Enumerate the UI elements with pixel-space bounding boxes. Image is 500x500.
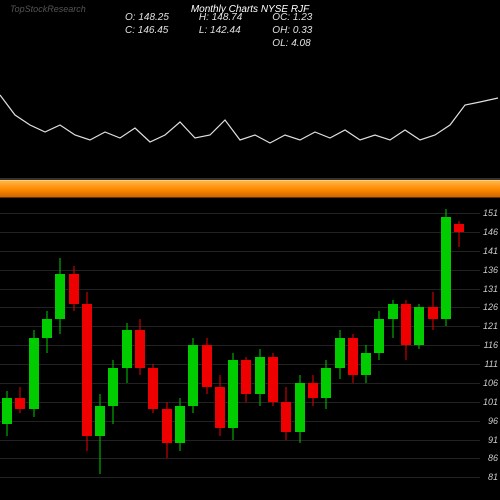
candle xyxy=(42,198,52,500)
y-axis-label: 141 xyxy=(483,246,498,256)
candle xyxy=(29,198,39,500)
candle xyxy=(175,198,185,500)
candle xyxy=(135,198,145,500)
stat-oh: OH: 0.33 xyxy=(272,25,312,36)
candle xyxy=(55,198,65,500)
watermark: TopStockResearch xyxy=(10,4,86,14)
candle xyxy=(348,198,358,500)
line-svg xyxy=(0,40,500,180)
stat-close: C: 146.45 xyxy=(125,25,169,36)
y-axis-label: 136 xyxy=(483,265,498,275)
stat-oc: OC: 1.23 xyxy=(272,12,312,23)
separator-bar xyxy=(0,180,500,198)
candle xyxy=(401,198,411,500)
candle xyxy=(374,198,384,500)
candle xyxy=(335,198,345,500)
candle xyxy=(162,198,172,500)
y-axis-label: 101 xyxy=(483,397,498,407)
candle xyxy=(82,198,92,500)
y-axis-label: 121 xyxy=(483,321,498,331)
candle xyxy=(454,198,464,500)
y-axis-label: 96 xyxy=(488,416,498,426)
candle xyxy=(188,198,198,500)
candle xyxy=(268,198,278,500)
candle xyxy=(321,198,331,500)
candle xyxy=(108,198,118,500)
y-axis-label: 131 xyxy=(483,284,498,294)
candle xyxy=(281,198,291,500)
candlestick-chart: 81 86 91 96 101 106 111 116 121 126 131 136 141 146 15… xyxy=(0,198,500,500)
y-axis-label: 111 xyxy=(484,359,498,369)
candle xyxy=(441,198,451,500)
indicator-line-chart xyxy=(0,40,500,180)
y-axis-label: 106 xyxy=(483,378,498,388)
candle xyxy=(308,198,318,500)
candle xyxy=(361,198,371,500)
candle xyxy=(15,198,25,500)
candle-area xyxy=(0,198,480,500)
candle xyxy=(95,198,105,500)
y-axis-label: 116 xyxy=(484,340,498,350)
candle xyxy=(255,198,265,500)
candle xyxy=(388,198,398,500)
candle xyxy=(2,198,12,500)
y-axis-label: 91 xyxy=(488,435,498,445)
candle xyxy=(241,198,251,500)
candle xyxy=(148,198,158,500)
candle xyxy=(122,198,132,500)
candle xyxy=(428,198,438,500)
candle xyxy=(295,198,305,500)
candle xyxy=(215,198,225,500)
y-axis-label: 86 xyxy=(488,453,498,463)
y-axis-label: 81 xyxy=(488,472,498,482)
candle xyxy=(414,198,424,500)
stat-open: O: 148.25 xyxy=(125,12,169,23)
candle xyxy=(69,198,79,500)
y-axis-label: 151 xyxy=(483,208,498,218)
candle xyxy=(202,198,212,500)
stat-low: L: 142.44 xyxy=(199,25,242,36)
candle xyxy=(228,198,238,500)
stat-high: H: 148.74 xyxy=(199,12,242,23)
y-axis-label: 146 xyxy=(483,227,498,237)
y-axis-label: 126 xyxy=(483,302,498,312)
chart-header: TopStockResearch Monthly Charts NYSE RJF… xyxy=(0,0,500,40)
